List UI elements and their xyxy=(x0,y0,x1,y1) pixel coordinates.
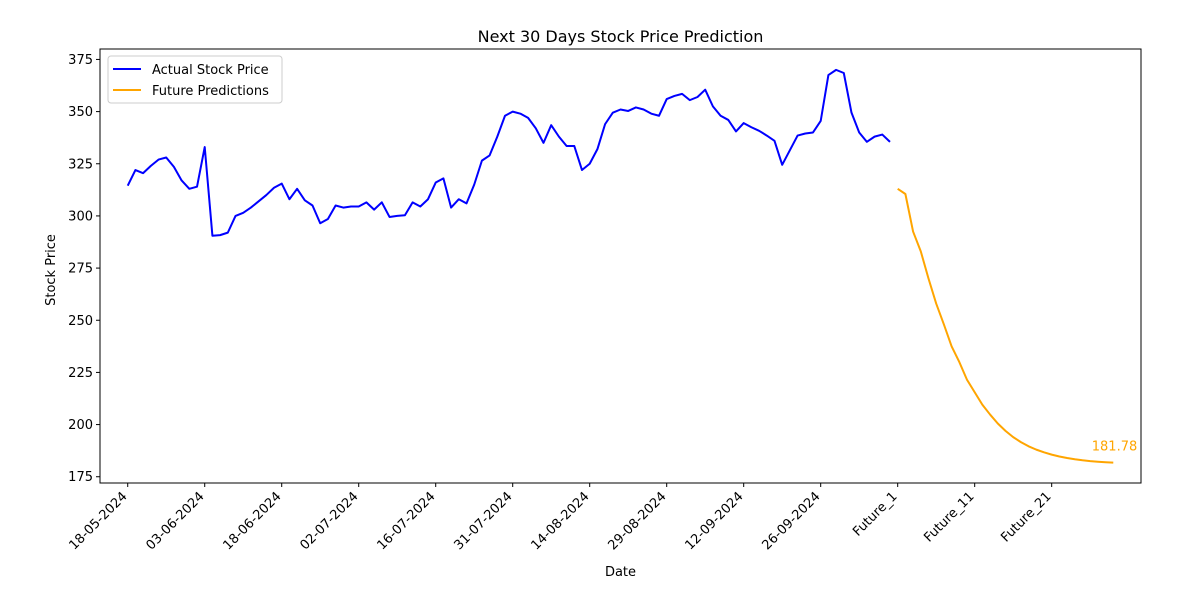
y-axis: 175 200 225 250 275 300 325 350 375 xyxy=(68,53,100,485)
y-tick-label: 225 xyxy=(68,366,93,381)
annotations: 181.78 xyxy=(1092,440,1138,455)
x-axis-label: Date xyxy=(605,565,636,580)
legend-label: Actual Stock Price xyxy=(152,63,269,78)
y-tick-label: 275 xyxy=(68,262,93,277)
series-lines xyxy=(126,68,1114,464)
y-tick-label: 375 xyxy=(68,53,93,68)
y-tick-label: 325 xyxy=(68,157,93,172)
y-tick-label: 300 xyxy=(68,209,93,224)
plot-frame xyxy=(99,48,1142,484)
plot-area xyxy=(99,48,1142,484)
legend-box xyxy=(107,55,283,104)
actual-price-line xyxy=(126,68,891,237)
y-tick-label: 200 xyxy=(68,418,93,433)
future-prediction-line xyxy=(897,187,1114,464)
chart-title: Next 30 Days Stock Price Prediction xyxy=(478,27,764,46)
y-tick-label: 250 xyxy=(68,314,93,329)
y-tick-label: 350 xyxy=(68,105,93,120)
legend: Actual Stock Price Future Predictions xyxy=(107,55,283,104)
y-axis-label: Stock Price xyxy=(44,234,59,306)
last-prediction-annotation: 181.78 xyxy=(1092,440,1138,455)
y-tick-label: 175 xyxy=(68,470,93,485)
legend-label: Future Predictions xyxy=(152,84,269,99)
